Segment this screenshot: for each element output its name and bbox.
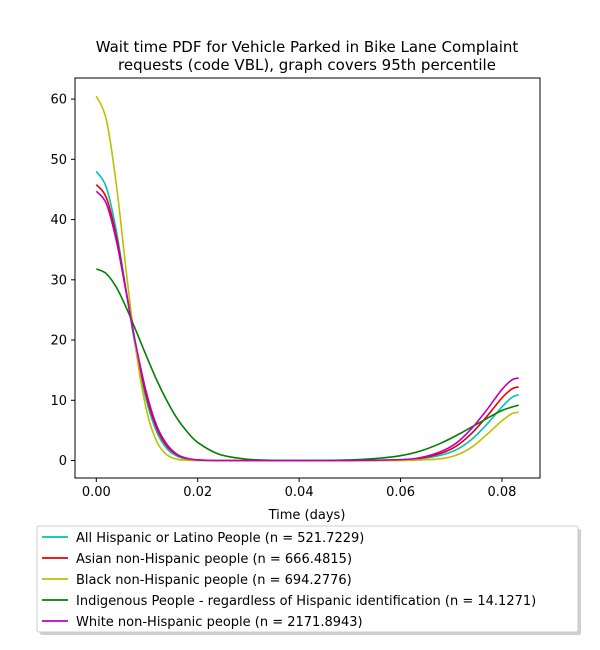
legend-label: Asian non-Hispanic people (n = 666.4815) [76,552,352,567]
axes-frame [74,77,541,479]
legend-label: Indigenous People - regardless of Hispan… [76,594,536,609]
legend-label: White non-Hispanic people (n = 2171.8943… [76,615,363,630]
legend: All Hispanic or Latino People (n = 521.7… [36,525,581,635]
y-tick-label: 10 [50,394,67,409]
series-line-4 [95,268,519,462]
x-tick-label: 0.04 [285,485,314,500]
legend-label: Black non-Hispanic people (n = 694.2776) [76,573,352,588]
plot-background [75,78,540,478]
legend-label: All Hispanic or Latino People (n = 521.7… [76,531,364,546]
y-tick-label: 0 [59,454,67,469]
chart-title: Wait time PDF for Vehicle Parked in Bike… [96,38,519,74]
y-tick-label: 40 [50,213,67,228]
axes: 0.00 0.02 0.04 0.06 0.08 0 10 20 30 40 50 60 [50,77,541,500]
y-tick-label: 60 [50,93,67,108]
y-tick-label: 50 [50,153,67,168]
x-axis-label: Time (days) [268,508,346,523]
x-tick-label: 0.06 [386,485,415,500]
x-tick-label: 0.02 [183,485,212,500]
chart-title-line-2: requests (code VBL), graph covers 95th p… [118,56,496,74]
series-line-5 [95,190,519,462]
y-tick-label: 20 [50,334,67,349]
plot-area [75,78,540,478]
y-tick-label: 30 [50,273,67,288]
x-tick-label: 0.00 [82,485,111,500]
x-tick-label: 0.08 [487,485,516,500]
chart-title-line-1: Wait time PDF for Vehicle Parked in Bike… [96,38,519,56]
legend-box [36,525,579,633]
